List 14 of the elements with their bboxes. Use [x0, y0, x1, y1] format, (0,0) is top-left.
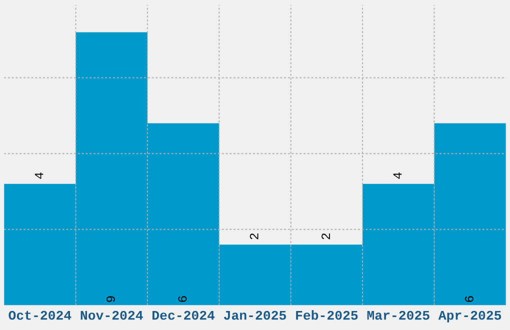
data-label: 4 — [393, 172, 402, 179]
x-tick-label: Apr-2025 — [438, 310, 502, 322]
x-tick-label: Dec-2024 — [152, 310, 215, 320]
data-label: 6 — [464, 296, 474, 302]
data-label: 2 — [322, 233, 330, 240]
data-label: 4 — [34, 172, 44, 179]
data-label: 2 — [250, 233, 258, 240]
x-tick-label: Mar-2025 — [367, 310, 430, 320]
x-tick-label: Jan-2025 — [224, 310, 286, 320]
data-label: 9 — [106, 296, 115, 302]
data-label: 6 — [178, 296, 187, 302]
x-tick-label: Nov-2024 — [80, 310, 143, 320]
x-tick-label: Oct-2024 — [8, 310, 72, 320]
x-tick-label: Feb-2025 — [296, 310, 358, 320]
